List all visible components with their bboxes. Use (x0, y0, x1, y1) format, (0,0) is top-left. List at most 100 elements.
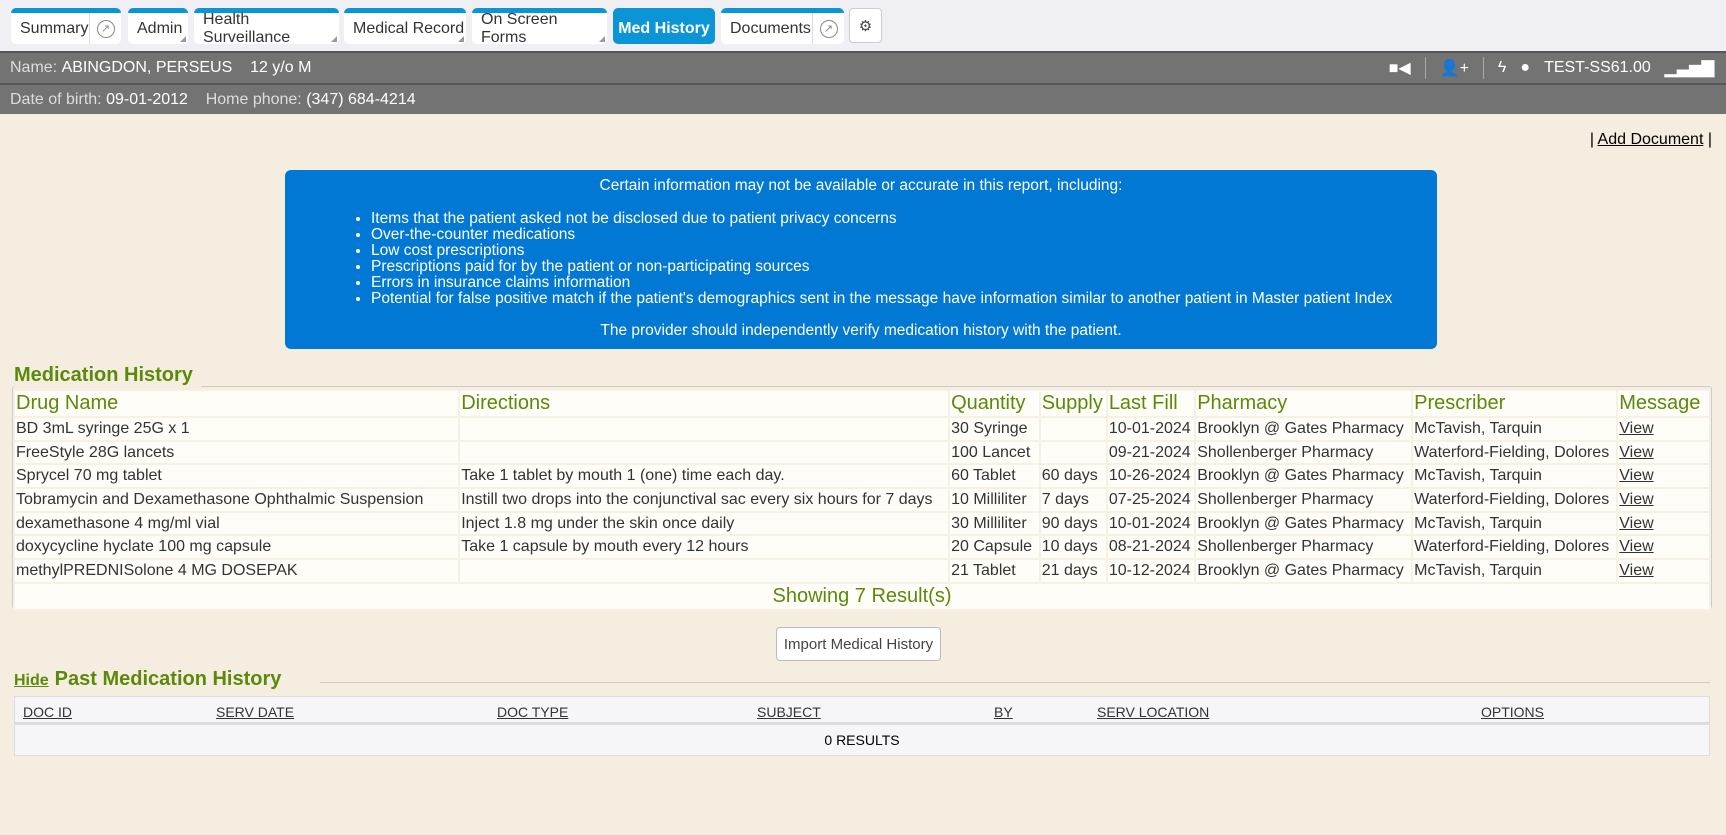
cell: Tobramycin and Dexamethasone Ophthalmic … (15, 489, 459, 511)
cell: View (1618, 512, 1709, 535)
dropdown-corner-icon (331, 36, 337, 42)
add-user-icon[interactable]: 👤+ (1439, 60, 1469, 77)
tab-medical-record[interactable]: Medical Record (344, 8, 466, 44)
tab-label: Med History (618, 19, 710, 37)
cell: McTavish, Tarquin (1413, 560, 1617, 582)
past-medication-table: DOC ID SERV DATE DOC TYPE SUBJECT BY SERV LOC… (14, 696, 1710, 756)
column-header: Drug Name (15, 391, 459, 416)
tab-admin[interactable]: Admin (128, 8, 188, 44)
cell: 09-21-2024 (1107, 441, 1195, 464)
patient-age-sex: 12 y/o M (250, 59, 312, 76)
view-message-link[interactable]: View (1619, 490, 1654, 508)
tab-documents[interactable]: Documents ↗ (721, 8, 844, 44)
user-name[interactable]: TEST-SS61.00 (1544, 59, 1651, 76)
open-external-icon[interactable]: ↗ (89, 13, 121, 44)
cell: 30 Milliliter (950, 512, 1039, 535)
results-count: 0 RESULTS (824, 732, 900, 748)
add-document-links: | Add Document | (1589, 131, 1712, 148)
notice-heading: Certain information may not be available… (599, 177, 1123, 194)
notice-item: Over-the-counter medications (371, 227, 1437, 243)
cell: 07-25-2024 (1107, 489, 1195, 511)
tab-on-screen-forms[interactable]: On Screen Forms (472, 8, 607, 46)
cell: Shollenberger Pharmacy (1196, 441, 1412, 464)
table-row: Tobramycin and Dexamethasone Ophthalmic … (15, 489, 1709, 511)
cell (1040, 441, 1106, 464)
video-icon[interactable]: ■◀ (1388, 60, 1411, 77)
tab-label: On Screen Forms (481, 10, 558, 46)
view-message-link[interactable]: View (1619, 561, 1654, 579)
settings-button[interactable]: ⚙ (849, 8, 882, 43)
tab-summary[interactable]: Summary ↗ (11, 8, 121, 44)
table-row: methylPREDNISolone 4 MG DOSEPAK 21 Tablet… (15, 560, 1709, 582)
cell: 10 Milliliter (950, 489, 1039, 511)
past-title: Past Medication History (54, 668, 282, 690)
cell: Waterford-Fielding, Dolores (1413, 441, 1617, 464)
cell: methylPREDNISolone 4 MG DOSEPAK (15, 560, 459, 582)
patient-details-bar: Date of birth: 09-01-2012 Home phone: (3… (0, 83, 1726, 114)
sort-column-serv-date[interactable]: SERV DATE (216, 704, 295, 720)
notice-item: Potential for false positive match if th… (371, 291, 1437, 307)
cell: Instill two drops into the conjunctival … (460, 489, 949, 511)
cell: Brooklyn @ Gates Pharmacy (1196, 465, 1412, 488)
import-medical-history-button[interactable]: Import Medical History (776, 627, 941, 661)
tab-med-history[interactable]: Med History (613, 8, 715, 44)
user-icon: ● (1520, 59, 1531, 76)
sort-column-subject[interactable]: SUBJECT (757, 704, 821, 720)
past-section-title: Hide Past Medication History (14, 668, 290, 691)
notice-item: Errors in insurance claims information (371, 275, 1437, 291)
sort-column-options[interactable]: OPTIONS (1481, 704, 1545, 720)
bar-chart-icon[interactable]: ▁▃▅▇ (1664, 60, 1714, 77)
dob: 09-01-2012 (106, 90, 188, 108)
cell: 21 Tablet (950, 560, 1039, 582)
sort-column-doc-id[interactable]: DOC ID (23, 704, 72, 720)
tab-label: Medical Record (353, 19, 465, 37)
cell: Take 1 tablet by mouth 1 (one) time each… (460, 465, 949, 488)
cell: 100 Lancet (950, 441, 1039, 464)
name-label: Name: (10, 59, 58, 76)
column-header: Supply (1040, 391, 1106, 416)
view-message-link[interactable]: View (1619, 538, 1654, 556)
disclaimer-notice: Certain information may not be available… (285, 170, 1437, 349)
view-message-link[interactable]: View (1619, 514, 1654, 532)
lightning-icon[interactable]: ϟ (1497, 59, 1507, 76)
table-row: doxycycline hyclate 100 mg capsule Take 1… (15, 536, 1709, 559)
sort-column-doc-type[interactable]: DOC TYPE (497, 704, 569, 720)
cell (460, 560, 949, 582)
table-row: BD 3mL syringe 25G x 1 30 Syringe 10-01-20… (15, 418, 1709, 440)
sort-column-by[interactable]: BY (994, 704, 1013, 720)
cell: 21 days (1040, 560, 1106, 582)
cell: Take 1 capsule by mouth every 12 hours (460, 536, 949, 559)
cell: 20 Capsule (950, 536, 1039, 559)
cell: dexamethasone 4 mg/ml vial (15, 512, 459, 535)
cell: FreeStyle 28G lancets (15, 441, 459, 464)
cell: View (1618, 441, 1709, 464)
column-header: Message (1618, 391, 1709, 416)
view-message-link[interactable]: View (1619, 443, 1654, 461)
view-message-link[interactable]: View (1619, 467, 1654, 485)
cell: Brooklyn @ Gates Pharmacy (1196, 512, 1412, 535)
cell: Shollenberger Pharmacy (1196, 536, 1412, 559)
patient-bar: Name: ABINGDON, PERSEUS 12 y/o M ■◀ 👤+ ϟ… (0, 51, 1726, 83)
home-phone: (347) 684-4214 (306, 90, 416, 108)
notice-item: Items that the patient asked not be disc… (371, 211, 1437, 227)
tab-label: Health Surveillance (203, 10, 291, 46)
hide-link[interactable]: Hide (14, 672, 49, 689)
view-message-link[interactable]: View (1619, 419, 1654, 437)
past-table-header: DOC ID SERV DATE DOC TYPE SUBJECT BY SERV LOC… (15, 697, 1709, 725)
notice-item: Low cost prescriptions (371, 243, 1437, 259)
cell: 10-12-2024 (1107, 560, 1195, 582)
cell (460, 418, 949, 440)
cell: BD 3mL syringe 25G x 1 (15, 418, 459, 440)
add-document-link[interactable]: Add Document (1597, 131, 1704, 148)
dropdown-corner-icon (599, 36, 605, 42)
open-external-icon[interactable]: ↗ (812, 13, 844, 44)
cell (1040, 418, 1106, 440)
tab-label: Documents (730, 19, 811, 37)
cell: View (1618, 560, 1709, 582)
cell: McTavish, Tarquin (1413, 465, 1617, 488)
column-header: Last Fill (1107, 391, 1195, 416)
column-header: Pharmacy (1196, 391, 1412, 416)
cell: 60 days (1040, 465, 1106, 488)
sort-column-serv-location[interactable]: SERV LOCATION (1097, 704, 1210, 720)
tab-health-surveillance[interactable]: Health Surveillance (194, 8, 339, 46)
